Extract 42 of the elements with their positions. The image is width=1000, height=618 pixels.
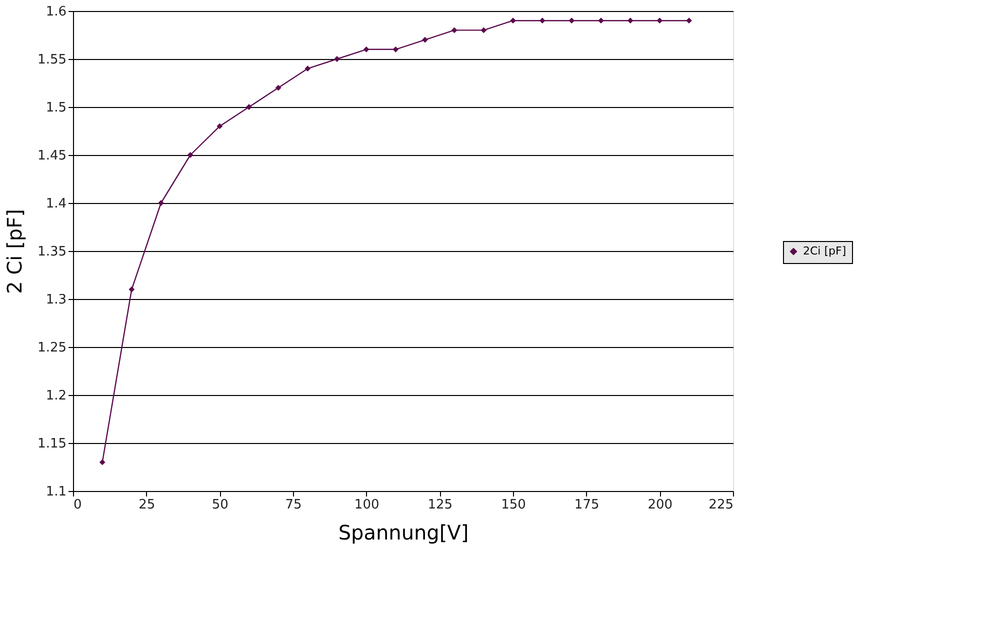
x-tick-label: 25 xyxy=(138,498,156,512)
x-tick-label: 200 xyxy=(648,498,673,512)
x-tick-label: 0 xyxy=(74,498,82,512)
point xyxy=(275,84,282,91)
point xyxy=(568,18,575,24)
point xyxy=(216,123,223,130)
y-tick-label: 1.55 xyxy=(38,52,66,68)
point xyxy=(451,27,458,34)
y-tick-label: 1.2 xyxy=(46,388,66,404)
point xyxy=(686,18,692,24)
y-tick-label: 1.5 xyxy=(46,100,66,116)
point xyxy=(363,46,370,52)
x-tick-label: 125 xyxy=(428,498,453,512)
point xyxy=(656,18,663,24)
point xyxy=(510,18,516,24)
point xyxy=(598,18,604,24)
y-axis-title: 2 Ci [pF] xyxy=(2,209,27,294)
y-tick-label: 1.35 xyxy=(38,244,66,260)
legend-label: 2Ci [pF] xyxy=(803,244,846,258)
x-tick-label: 50 xyxy=(212,498,228,512)
y-tick-label: 1.4 xyxy=(46,196,66,212)
point xyxy=(422,36,428,43)
x-tick-label: 100 xyxy=(354,498,380,512)
point xyxy=(128,286,135,292)
point xyxy=(99,459,106,466)
point xyxy=(480,27,487,34)
y-tick-label: 1.3 xyxy=(46,292,66,308)
x-tick-label: 75 xyxy=(285,498,302,512)
x-tick-label: 150 xyxy=(501,498,526,512)
y-tick-label: 1.45 xyxy=(38,148,66,164)
point xyxy=(187,152,194,158)
y-tick-label: 1.15 xyxy=(38,436,66,452)
point xyxy=(304,66,311,72)
point xyxy=(392,46,399,52)
x-axis-title: Spannung[V] xyxy=(338,520,469,544)
y-tick-label: 1.6 xyxy=(46,4,66,20)
point xyxy=(627,18,634,24)
x-tick-label: 225 xyxy=(708,498,734,512)
y-tick-label: 1.25 xyxy=(38,340,66,356)
point xyxy=(539,18,546,24)
y-tick-label: 1.1 xyxy=(46,484,66,500)
x-tick-label: 175 xyxy=(574,498,600,512)
